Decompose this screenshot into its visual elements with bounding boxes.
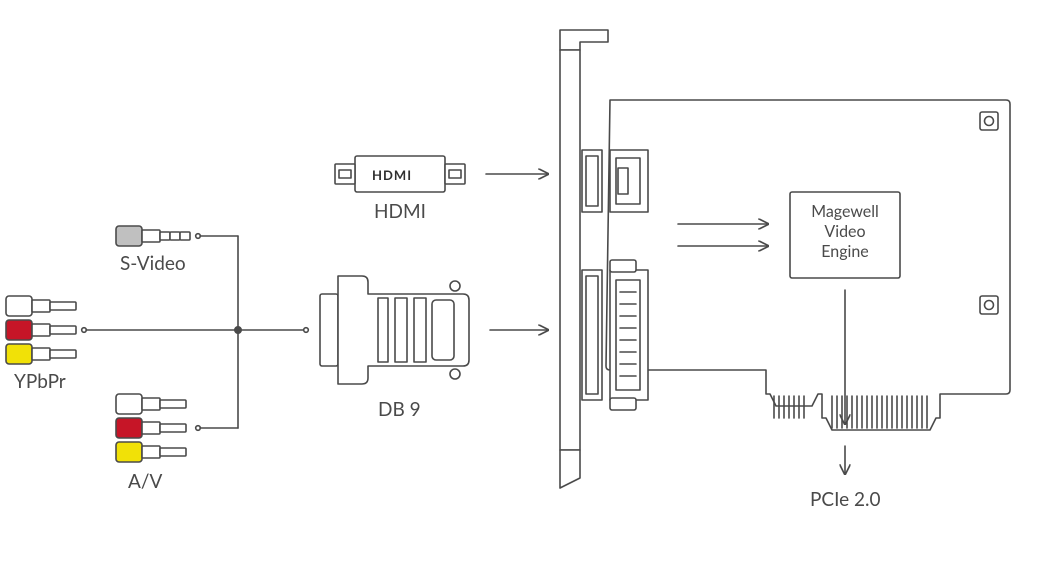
svideo-plug-icon — [116, 226, 190, 246]
hdmi-label: HDMI — [374, 200, 426, 223]
av-label: A/V — [128, 470, 162, 493]
db9-plug-icon — [320, 276, 469, 384]
ypbpr-plugs-icon — [6, 296, 76, 364]
ypbpr-label: YPbPr — [14, 370, 66, 393]
hdmi-logo-icon: HDMI — [372, 167, 412, 183]
engine-line1: Magewell — [790, 202, 900, 222]
db9-label: DB 9 — [378, 398, 421, 421]
svideo-label: S-Video — [120, 252, 186, 275]
pci-bracket-icon — [560, 30, 608, 488]
av-plugs-icon — [116, 394, 186, 462]
engine-line3: Engine — [790, 242, 900, 262]
pcie-label: PCIe 2.0 — [810, 488, 881, 511]
engine-line2: Video — [790, 222, 900, 242]
